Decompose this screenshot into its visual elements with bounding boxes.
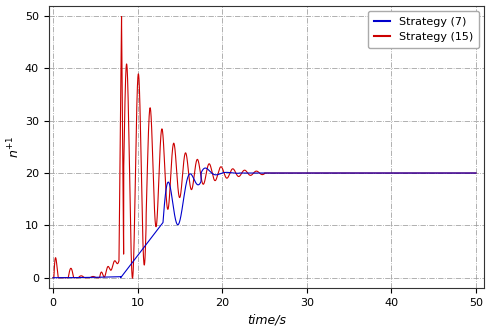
- Legend: Strategy (7), Strategy (15): Strategy (7), Strategy (15): [368, 11, 479, 48]
- Strategy (15): [472, 171, 478, 175]
- Strategy (15): [467, 171, 473, 175]
- Strategy (7): [320, 171, 326, 175]
- Strategy (15): [417, 171, 423, 175]
- Strategy (15): [129, 276, 135, 280]
- Strategy (7): [202, 166, 208, 170]
- Strategy (7): [473, 171, 479, 175]
- Strategy (7): [429, 171, 435, 175]
- Strategy (15): [320, 171, 326, 175]
- Strategy (15): [429, 171, 435, 175]
- Strategy (15): [240, 169, 246, 173]
- Strategy (7): [467, 171, 473, 175]
- Strategy (7): [472, 171, 478, 175]
- Strategy (15): [50, 276, 56, 280]
- X-axis label: time/s: time/s: [247, 313, 286, 326]
- Strategy (7): [417, 171, 423, 175]
- Strategy (15): [119, 15, 124, 19]
- Y-axis label: $n^{+1}$: $n^{+1}$: [5, 135, 22, 158]
- Strategy (7): [50, 276, 56, 280]
- Strategy (7): [240, 171, 246, 175]
- Line: Strategy (7): Strategy (7): [53, 168, 476, 278]
- Strategy (15): [473, 171, 479, 175]
- Line: Strategy (15): Strategy (15): [53, 17, 476, 278]
